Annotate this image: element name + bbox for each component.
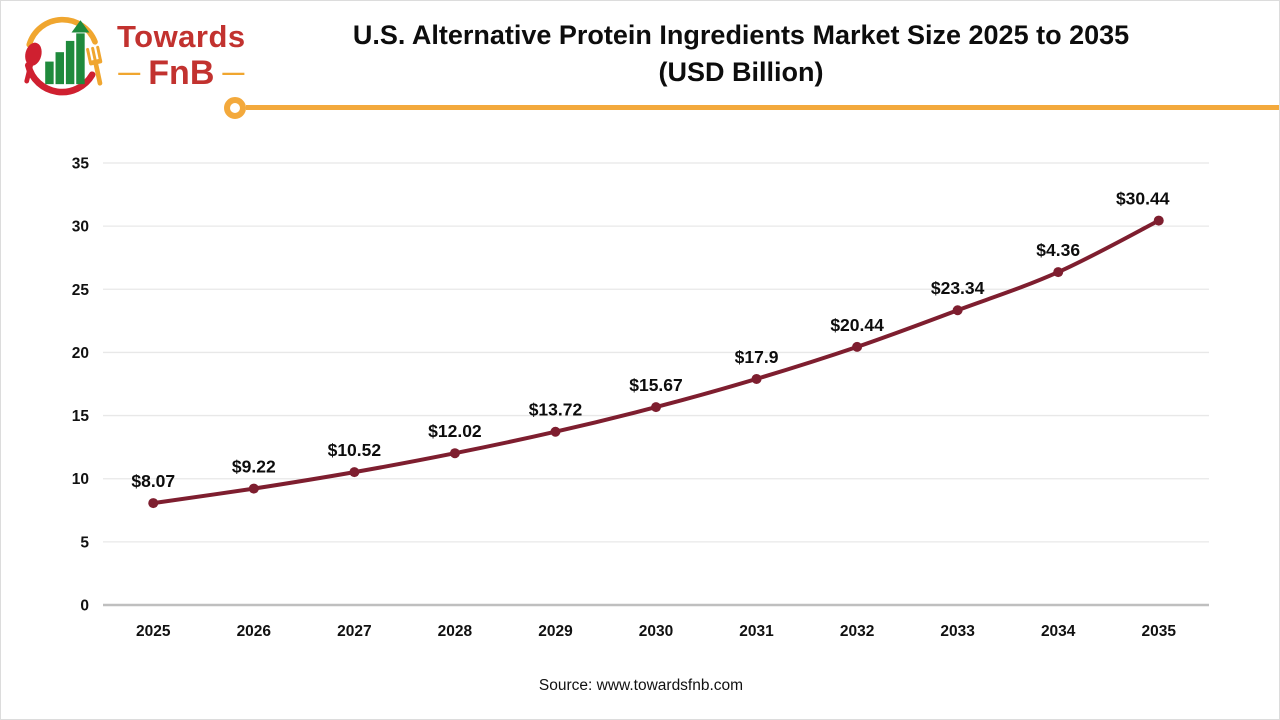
svg-text:2034: 2034 <box>1041 623 1076 640</box>
svg-text:2033: 2033 <box>940 623 975 640</box>
brand-name-top: Towards <box>117 18 246 54</box>
svg-text:35: 35 <box>72 156 90 173</box>
chart-title-line2: (USD Billion) <box>658 57 824 87</box>
svg-text:30: 30 <box>72 219 89 236</box>
series-line <box>151 218 1161 506</box>
svg-text:2029: 2029 <box>538 623 573 640</box>
svg-text:$10.52: $10.52 <box>328 440 382 460</box>
svg-text:2025: 2025 <box>136 623 171 640</box>
svg-text:$8.07: $8.07 <box>131 471 175 491</box>
svg-text:$23.34: $23.34 <box>931 278 985 298</box>
svg-text:$30.44: $30.44 <box>1116 189 1170 209</box>
title-underline-rule <box>246 105 1279 110</box>
svg-text:$4.36: $4.36 <box>1036 240 1080 260</box>
logo-wordmark: Towards — FnB — <box>117 21 246 90</box>
svg-text:2027: 2027 <box>337 623 371 640</box>
svg-text:25: 25 <box>72 282 90 299</box>
towards-fnb-logo-icon <box>24 16 103 96</box>
chart-title: U.S. Alternative Protein Ingredients Mar… <box>241 17 1241 91</box>
svg-text:15: 15 <box>72 408 90 425</box>
svg-text:2026: 2026 <box>237 623 272 640</box>
title-underline-ring <box>224 97 246 119</box>
series-markers <box>148 215 1164 509</box>
source-attribution: Source: www.towardsfnb.com <box>538 677 744 694</box>
svg-text:2031: 2031 <box>739 623 774 640</box>
svg-text:2028: 2028 <box>438 623 473 640</box>
svg-text:2035: 2035 <box>1141 623 1176 640</box>
svg-text:10: 10 <box>72 471 89 488</box>
svg-text:$12.02: $12.02 <box>428 421 482 441</box>
svg-text:20: 20 <box>72 345 89 362</box>
svg-text:$15.67: $15.67 <box>629 375 683 395</box>
svg-text:$13.72: $13.72 <box>529 400 583 420</box>
gridlines <box>103 162 1209 607</box>
brand-name-bottom: FnB <box>148 53 215 92</box>
svg-text:5: 5 <box>80 534 89 551</box>
x-axis-tick-labels: 2025 2026 2027 2028 2029 2030 2031 2032 2033 2034… <box>136 623 1176 640</box>
svg-text:$9.22: $9.22 <box>232 457 276 477</box>
svg-text:$17.9: $17.9 <box>735 347 779 367</box>
towards-fnb-logo: Towards — FnB — <box>17 11 246 99</box>
brand-dash-right: — <box>222 59 245 85</box>
data-labels: $8.07 $9.22 $10.52 $12.02 $13.72 $15.67 $17.9 $… <box>131 189 1169 492</box>
y-axis-tick-labels: 0 5 10 15 20 25 30 35 <box>72 156 90 615</box>
svg-text:2030: 2030 <box>639 623 673 640</box>
svg-text:$20.44: $20.44 <box>830 315 884 335</box>
svg-text:2032: 2032 <box>840 623 874 640</box>
brand-dash-left: — <box>118 59 141 85</box>
svg-text:0: 0 <box>80 598 89 615</box>
chart-title-line1: U.S. Alternative Protein Ingredients Mar… <box>352 20 1130 50</box>
